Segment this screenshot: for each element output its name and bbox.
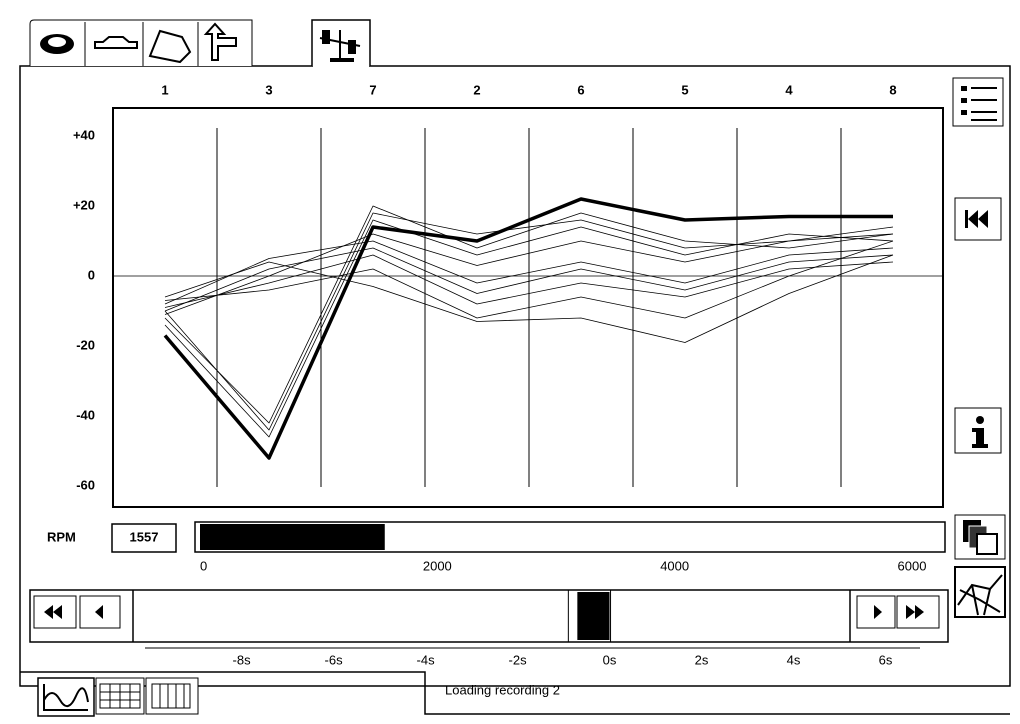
rpm-tick-label: 4000 — [660, 558, 689, 573]
time-tick-label: -6s — [325, 652, 344, 667]
cylinder-label: 7 — [369, 82, 376, 97]
y-tick-label: -40 — [76, 407, 95, 422]
y-tick-label: -20 — [76, 337, 95, 352]
cylinder-trace — [164, 240, 894, 319]
cylinder-trace — [164, 254, 894, 308]
rpm-box — [111, 523, 177, 553]
time-tick-label: 6s — [879, 652, 893, 667]
list-button[interactable] — [952, 77, 1004, 127]
cylinder-label: 5 — [681, 82, 688, 97]
time-tick-label: 4s — [787, 652, 801, 667]
cylinder-label: 2 — [473, 82, 480, 97]
cylinder-trace — [164, 233, 894, 315]
rpm-value: 1557 — [130, 529, 159, 544]
cylinder-label: 8 — [889, 82, 896, 97]
rpm-tick-label: 6000 — [898, 558, 927, 573]
tab-icon[interactable] — [203, 22, 237, 61]
cylinder-trace — [164, 247, 894, 312]
cylinder-label: 3 — [265, 82, 272, 97]
tab-icon[interactable] — [94, 36, 138, 49]
time-tick-label: -4s — [417, 652, 436, 667]
y-tick-label: 0 — [88, 267, 95, 282]
cylinder-trace — [164, 219, 894, 438]
y-tick-label: +20 — [73, 197, 95, 212]
status-text: Loading recording 2 — [445, 682, 560, 697]
time-tick-label: -2s — [509, 652, 528, 667]
side-buttons — [952, 77, 1006, 618]
main-frame — [19, 65, 1011, 687]
top-tabs — [29, 19, 371, 68]
tab-icon[interactable] — [148, 29, 192, 64]
bottom-tabs — [20, 671, 1010, 717]
time-tick-label: 0s — [603, 652, 617, 667]
rpm-tick-label: 0 — [200, 558, 207, 573]
rpm-bar — [200, 524, 385, 550]
cylinder-label: 4 — [785, 82, 793, 97]
rpm-label: RPM — [47, 529, 76, 544]
cylinder-label: 1 — [161, 82, 168, 97]
rpm-tick-label: 2000 — [423, 558, 452, 573]
cylinder-trace — [164, 212, 894, 431]
rpm-scale: 0 2000 4000 6000 — [200, 524, 926, 573]
time-tick-label: -8s — [233, 652, 252, 667]
timeline: -8s -6s -4s -2s 0s 2s 4s 6s — [233, 589, 893, 667]
timeline-thumb-frame — [567, 589, 612, 643]
plot — [113, 128, 943, 487]
cylinder-trace — [163, 197, 893, 460]
cylinder-trace — [164, 240, 894, 305]
timeline-frame — [29, 589, 949, 643]
cylinder-trace — [164, 254, 894, 343]
cylinder-label: 6 — [577, 82, 584, 97]
y-tick-label: +40 — [73, 127, 95, 142]
timeline-window — [577, 592, 610, 640]
y-tick-label: -60 — [76, 477, 95, 492]
cylinder-trace — [164, 205, 894, 424]
time-tick-label: 2s — [695, 652, 709, 667]
